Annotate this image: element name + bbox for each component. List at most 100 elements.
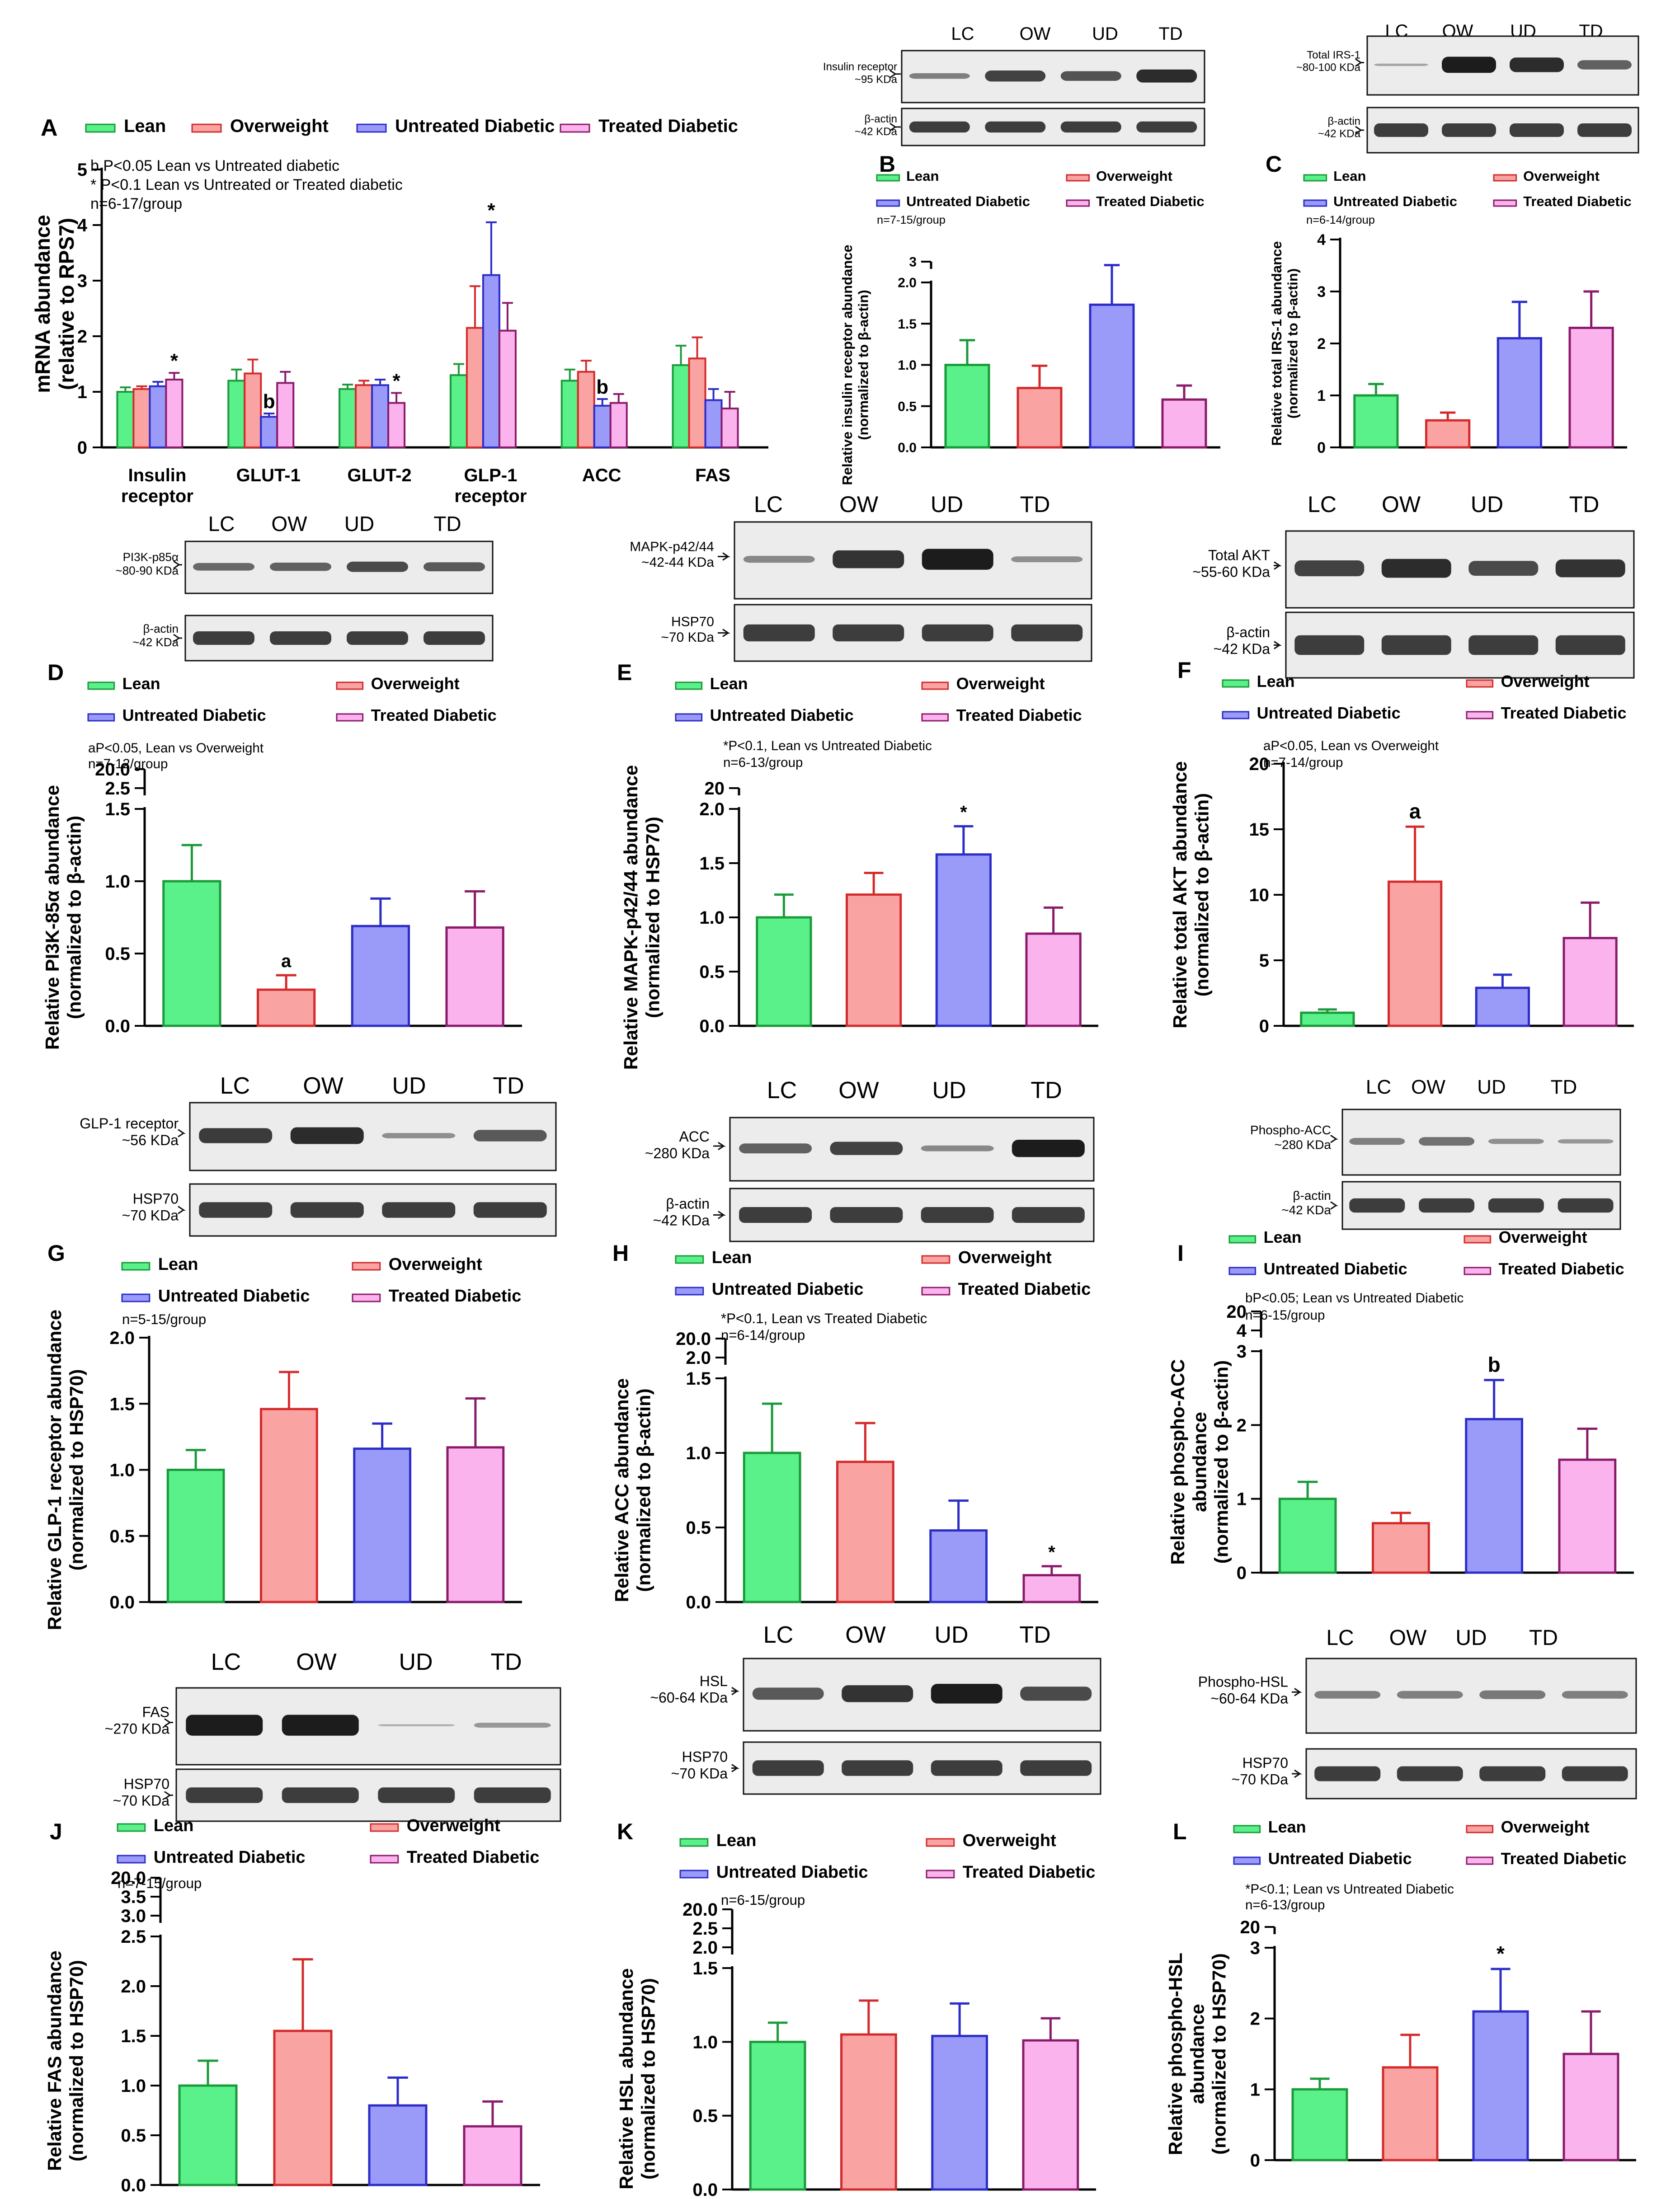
chart-A-xlabel-2: GLUT-2: [347, 465, 411, 485]
chart-L-ytick-label-2: 2: [1250, 2009, 1260, 2029]
chart-A-bar-3-0: [449, 374, 468, 448]
blot-I-top-band-2: [1488, 1138, 1544, 1144]
chart-F-bar-3: [1562, 937, 1618, 1027]
blot-G-top-label: GLP-1 receptor ~56 KDa: [80, 1115, 179, 1148]
chart-F-bar-2: [1475, 987, 1530, 1027]
panel-E-legend-label-2: Untreated Diabetic: [710, 706, 854, 724]
blot-G-lane-UD: UD: [392, 1073, 426, 1099]
blot-D-bottom-label: β-actin ~42 KDa: [132, 622, 179, 649]
chart-E-ytick-label-1: 0.5: [699, 962, 725, 982]
panel-L-legend-swatch-2: [1233, 1856, 1261, 1865]
chart-G-ylabel: Relative GLP-1 receptor abundance(normal…: [44, 1310, 87, 1630]
blot-I-bottom-band-2: [1488, 1198, 1544, 1213]
panel-F-legend-label-0: Lean: [1257, 672, 1295, 691]
panel-J-legend-label-1: Overweight: [407, 1816, 500, 1835]
panel-H-legend-swatch-3: [921, 1287, 951, 1296]
panel-letter-G: G: [47, 1240, 65, 1266]
blot-B-top-arrow: [889, 70, 901, 78]
chart-C-bar-1: [1425, 419, 1471, 449]
panel-letter-L: L: [1173, 1819, 1187, 1844]
panel-I-legend-label-3: Treated Diabetic: [1499, 1259, 1624, 1278]
chart-C-ytick-label-3: 3: [1317, 283, 1326, 301]
chart-E-ytick-label-0: 0.0: [699, 1016, 725, 1036]
chart-A-bar-1-0: [227, 380, 246, 449]
blot-G-lane-TD: TD: [493, 1073, 524, 1099]
blot-E-lane-LC: LC: [754, 492, 783, 517]
chart-C-note-0: n=6-14/group: [1306, 214, 1375, 226]
chart-I-ytick-label-3: 3: [1237, 1342, 1247, 1362]
panel-G-legend-label-1: Overweight: [389, 1255, 482, 1274]
blot-F-bottom-label: β-actin ~42 KDa: [1214, 624, 1271, 657]
chart-H-mark-3: *: [1048, 1542, 1055, 1562]
blot-B-bottom-band-2: [1060, 121, 1121, 133]
chart-L-break-label-0: 20: [1240, 1917, 1261, 1937]
panel-F-legend-label-2: Untreated Diabetic: [1257, 704, 1401, 722]
panel-K-legend-swatch-0: [679, 1838, 709, 1847]
blot-H-lane-OW: OW: [838, 1077, 879, 1104]
chart-F-note-1: n=7-14/group: [1263, 755, 1343, 770]
chart-K-note-0: n=6-15/group: [721, 1892, 805, 1908]
chart-D-ylabel: Relative PI3K-85α abundance(normalized t…: [42, 785, 85, 1050]
blot-H-bottom-band-2: [921, 1207, 994, 1223]
blot-D-top-band-3: [424, 562, 485, 572]
A-legend-label-1: Overweight: [230, 116, 329, 136]
chart-A-mark-2-3: *: [393, 370, 401, 392]
blot-F-bottom-arrow: [1274, 641, 1282, 649]
blot-H-bottom-label: β-actin ~42 KDa: [653, 1195, 710, 1228]
chart-B-break-label-0: 3: [909, 255, 917, 270]
blot-H-top-arrow: [713, 1142, 726, 1151]
blot-L-bottom-band-2: [1479, 1766, 1546, 1781]
panel-C-legend-swatch-2: [1303, 199, 1327, 207]
panel-I-legend-label-2: Untreated Diabetic: [1264, 1259, 1407, 1278]
chart-A-bar-0-0: [116, 391, 135, 448]
A-legend-swatch-1: [191, 123, 222, 133]
chart-C-ytick-label-1: 1: [1317, 387, 1326, 404]
chart-D-ytick-label-2: 1.0: [105, 872, 130, 892]
blot-B-lane-OW: OW: [1020, 24, 1051, 44]
chart-K-bar-2: [931, 2035, 988, 2191]
blot-E-bottom-arrow: [718, 629, 730, 637]
blot-F-top-band-1: [1381, 559, 1451, 578]
blot-G-bottom-arrow: [178, 1206, 186, 1214]
blot-H-lane-TD: TD: [1031, 1077, 1062, 1104]
chart-F-ytick-label-2: 10: [1249, 885, 1270, 905]
blot-K-top-band-0: [752, 1687, 824, 1700]
blot-D-top-band-1: [270, 562, 331, 571]
panel-C-legend-label-0: Lean: [1333, 168, 1366, 184]
chart-A-bar-1-2: [260, 416, 278, 448]
chart-I-note-0: bP<0.05; Lean vs Untreated Diabetic: [1245, 1291, 1464, 1306]
chart-A-bar-0-3: [165, 378, 184, 448]
blot-J-lane-OW: OW: [296, 1649, 337, 1675]
chart-H-ytick-label-3: 1.5: [686, 1369, 711, 1389]
blot-I-lane-OW: OW: [1411, 1076, 1445, 1098]
blot-G-bottom-label: HSP70 ~70 KDa: [122, 1191, 179, 1224]
blot-L-bottom-label: HSP70 ~70 KDa: [1232, 1755, 1289, 1788]
panel-H-legend-label-1: Overweight: [958, 1248, 1052, 1267]
panel-H-legend-swatch-0: [675, 1255, 704, 1264]
panel-letter-K: K: [617, 1819, 633, 1844]
blot-G-bottom-band-0: [199, 1202, 273, 1218]
panel-D-legend-label-2: Untreated Diabetic: [122, 706, 266, 724]
blot-B-top-band-3: [1136, 69, 1197, 83]
blot-C-bottom-band-1: [1442, 123, 1496, 137]
blot-L-top-label: Phospho-HSL ~60-64 KDa: [1198, 1674, 1288, 1707]
blot-E-top-band-2: [922, 549, 993, 570]
blot-J-lane-LC: LC: [211, 1649, 241, 1675]
panel-E-legend-label-0: Lean: [710, 674, 748, 693]
panel-B-legend-label-2: Untreated Diabetic: [906, 193, 1030, 209]
blot-L-top-band-1: [1397, 1691, 1463, 1699]
chart-J-ytick-label-1: 0.5: [121, 2126, 146, 2146]
blot-H-top-band-1: [830, 1142, 903, 1155]
panel-C-legend-swatch-0: [1303, 174, 1327, 182]
chart-D-mark-1: a: [281, 951, 292, 971]
blot-J-top-band-2: [378, 1724, 455, 1726]
blot-F-top-label: Total AKT ~55-60 KDa: [1192, 547, 1270, 580]
panel-C-legend-label-1: Overweight: [1523, 168, 1600, 184]
chart-I-ytick-label-1: 1: [1237, 1489, 1247, 1509]
chart-H-bar-3: [1022, 1574, 1081, 1603]
blot-K-bottom-label: HSP70 ~70 KDa: [671, 1749, 728, 1782]
chart-D-bar-0: [162, 880, 221, 1027]
blot-B-bottom-arrow: [889, 122, 901, 132]
chart-K-break-label-1: 2.5: [692, 1919, 718, 1939]
blot-D-lane-TD: TD: [433, 512, 461, 536]
